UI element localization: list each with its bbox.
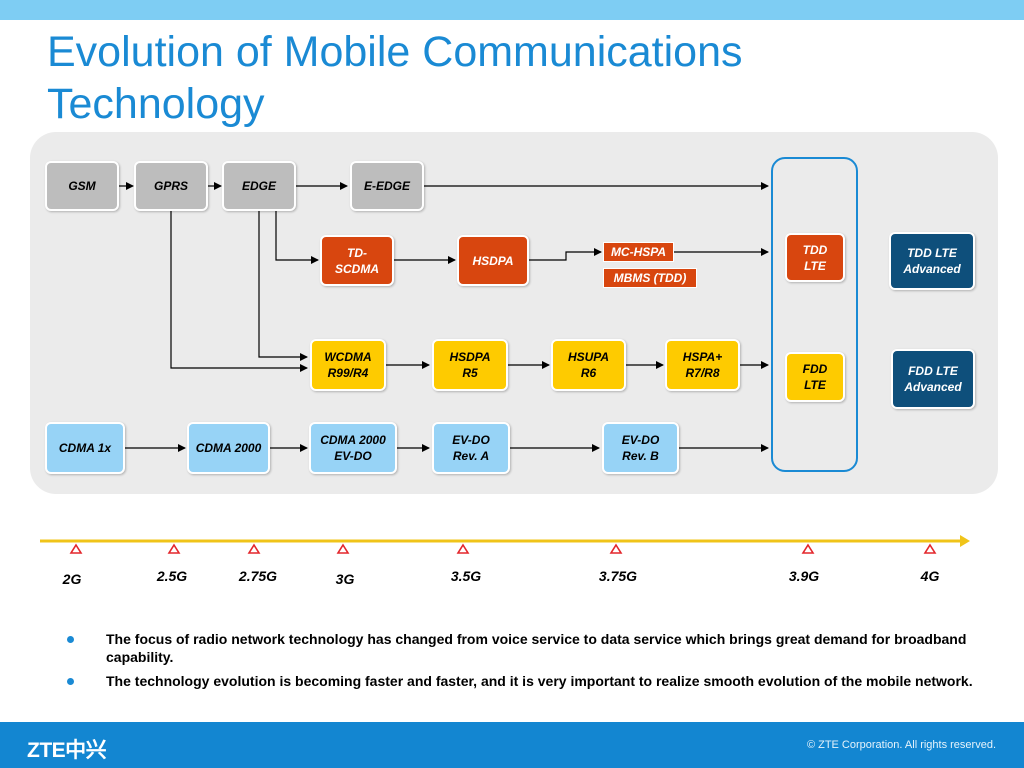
node-hsupa-r6-label-1: HSUPA [567, 350, 610, 364]
node-ev-do-rev-b-label-1: EV-DO [621, 433, 660, 447]
node-fdd-lte: FDD LTE [785, 352, 845, 402]
bullet-item: The focus of radio network technology ha… [62, 630, 982, 666]
node-fdd-lte-advanced-label-1: FDD LTE [908, 364, 958, 378]
node-ev-do-rev-b: EV-DO Rev. B [602, 422, 679, 474]
node-hspa-plus: HSPA+ R7/R8 [665, 339, 740, 391]
node-wcdma-label-1: WCDMA [324, 350, 372, 364]
node-mbms-tdd: MBMS (TDD) [603, 268, 697, 288]
node-hspa-plus-label-2: R7/R8 [685, 366, 720, 380]
gen-label-3-75g: 3.75G [598, 568, 638, 584]
node-hsdpa-r5: HSDPA R5 [432, 339, 508, 391]
node-tdd-lte-label-2: LTE [804, 258, 826, 273]
gen-label-3-9g: 3.9G [788, 568, 820, 584]
arrow-gprs-wcdma [170, 211, 308, 372]
node-ev-do-rev-a-label-1: EV-DO [452, 433, 490, 447]
node-fdd-lte-advanced-label-2: Advanced [904, 380, 962, 394]
timeline-arrowhead [960, 535, 970, 547]
footer-bar [0, 722, 1024, 768]
lte-group-frame [771, 157, 858, 472]
bullet-text: The technology evolution is becoming fas… [106, 673, 973, 689]
node-ev-do-rev-a-label-2: Rev. A [452, 449, 490, 463]
node-tdd-lte-advanced-label-2: Advanced [903, 262, 961, 276]
gen-label-3-5g: 3.5G [450, 568, 482, 584]
timeline-marker-2-75g [247, 543, 261, 554]
node-hsdpa-label: HSDPA [472, 253, 514, 268]
node-fdd-lte-advanced: FDD LTE Advanced [891, 349, 975, 409]
node-gprs: GPRS [134, 161, 208, 211]
bullet-list: The focus of radio network technology ha… [62, 630, 982, 696]
gen-label-2-5g: 2.5G [156, 568, 188, 584]
node-hsupa-r6-label-2: R6 [580, 366, 597, 380]
node-ev-do-rev-b-label-2: Rev. B [622, 449, 659, 463]
node-mbms-tdd-label: MBMS (TDD) [613, 271, 687, 285]
node-cdma-2000: CDMA 2000 [187, 422, 270, 474]
timeline-marker-2-5g [167, 543, 181, 554]
timeline-marker-3-9g [801, 543, 815, 554]
node-td-scdma-label-2: SCDMA [335, 261, 379, 276]
node-wcdma-label-2: R99/R4 [327, 366, 369, 380]
node-wcdma: WCDMA R99/R4 [310, 339, 386, 391]
node-tdd-lte-advanced-label-1: TDD LTE [907, 246, 957, 260]
node-cdma-2000-ev-do: CDMA 2000 EV-DO [309, 422, 397, 474]
gen-label-4g: 4G [920, 568, 940, 584]
node-td-scdma: TD- SCDMA [320, 235, 394, 286]
node-hsdpa-r5-label-1: HSDPA [449, 350, 491, 364]
timeline-marker-3-75g [609, 543, 623, 554]
node-mc-hspa-label: MC-HSPA [610, 245, 667, 259]
bullet-text: The focus of radio network technology ha… [106, 631, 967, 665]
top-accent-bar [0, 0, 1024, 20]
node-cdma-2000-label: CDMA 2000 [195, 441, 262, 455]
copyright-text: © ZTE Corporation. All rights reserved. [806, 739, 996, 751]
gen-label-3g: 3G [335, 571, 355, 587]
bullet-item: The technology evolution is becoming fas… [62, 672, 982, 690]
node-td-scdma-label-1: TD- [347, 245, 367, 260]
node-e-edge-label: E-EDGE [363, 179, 410, 193]
node-cdma-2000-ev-do-label-2: EV-DO [334, 449, 372, 463]
node-hsdpa: HSDPA [457, 235, 529, 286]
bullet-dot-icon [67, 636, 74, 643]
node-gprs-label: GPRS [153, 179, 188, 193]
zte-logo: ZTE中兴 [27, 739, 107, 762]
timeline-marker-2g [69, 543, 83, 554]
node-cdma-1x: CDMA 1x [45, 422, 125, 474]
gen-label-2g: 2G [62, 571, 82, 587]
node-cdma-2000-ev-do-label-1: CDMA 2000 [320, 433, 386, 447]
timeline-marker-4g [923, 543, 937, 554]
node-ev-do-rev-a: EV-DO Rev. A [432, 422, 510, 474]
node-hspa-plus-label-1: HSPA+ [682, 350, 723, 364]
node-hsdpa-r5-label-2: R5 [462, 366, 478, 380]
node-e-edge: E-EDGE [350, 161, 424, 211]
node-tdd-lte-label-1: TDD [802, 242, 828, 257]
timeline-marker-3-5g [456, 543, 470, 554]
arrow-edge-tdscdma [275, 211, 319, 264]
node-mc-hspa: MC-HSPA [603, 242, 674, 262]
node-tdd-lte: TDD LTE [785, 233, 845, 282]
gen-label-2-75g: 2.75G [238, 568, 278, 584]
node-cdma-1x-label: CDMA 1x [58, 441, 112, 455]
bullet-dot-icon [67, 678, 74, 685]
arrow-hsdpa-mchspa [529, 248, 602, 261]
timeline-marker-3g [336, 543, 350, 554]
node-edge-label: EDGE [241, 179, 276, 193]
slide-title: Evolution of Mobile Communications Techn… [47, 28, 743, 128]
node-edge: EDGE [222, 161, 296, 211]
node-fdd-lte-label-1: FDD [802, 362, 828, 376]
node-tdd-lte-advanced: TDD LTE Advanced [889, 232, 975, 290]
node-fdd-lte-label-2: LTE [804, 378, 826, 392]
arrow-edge-wcdma [258, 211, 308, 361]
node-gsm-label: GSM [68, 179, 96, 193]
node-gsm: GSM [45, 161, 119, 211]
node-hsupa-r6: HSUPA R6 [551, 339, 626, 391]
